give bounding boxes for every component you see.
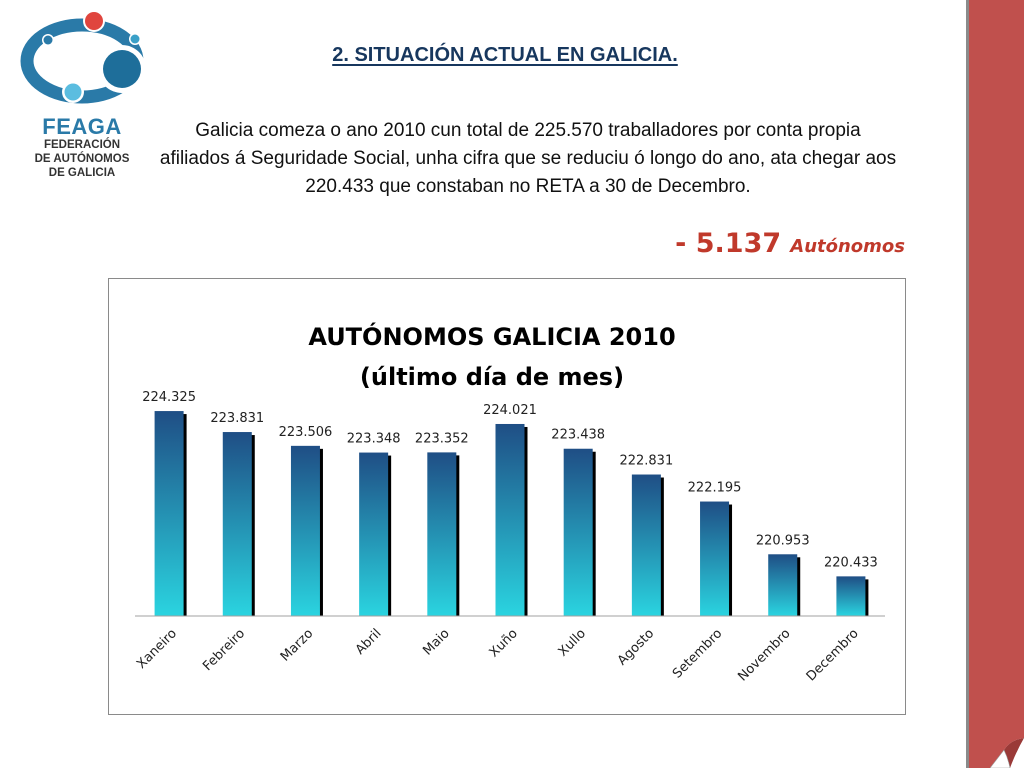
delta-callout: - 5.137 Autónomos — [600, 228, 905, 259]
logo-line-3: DE GALICIA — [48, 167, 116, 179]
chart-title: AUTÓNOMOS GALICIA 2010 — [308, 321, 675, 351]
page-curl-decoration — [990, 738, 1024, 768]
chart-subtitle: (último día de mes) — [360, 363, 624, 391]
x-tick-label: Maio — [420, 626, 452, 658]
slide-title: 2. SITUACIÓN ACTUAL EN GALICIA. — [332, 44, 678, 66]
bar-agosto — [631, 474, 661, 616]
bar-decembro — [836, 576, 866, 616]
bar-chart: AUTÓNOMOS GALICIA 2010 (último día de me… — [134, 321, 885, 684]
data-label: 224.325 — [142, 390, 196, 405]
x-tick-label: Xuño — [487, 626, 521, 660]
x-tick-label: Febreiro — [200, 626, 248, 674]
bar-setembro — [700, 501, 730, 616]
bar-marzo — [290, 445, 320, 616]
logo-line-2: DE AUTÓNOMOS — [34, 153, 130, 165]
x-tick-label: Novembro — [735, 626, 793, 684]
chart-frame: AUTÓNOMOS GALICIA 2010 (último día de me… — [108, 278, 906, 715]
data-label: 222.831 — [619, 454, 673, 469]
bar-novembro — [768, 554, 798, 616]
x-tick-label: Xullo — [556, 626, 589, 659]
data-label: 223.352 — [415, 431, 469, 446]
side-band — [966, 0, 1024, 768]
x-tick-label: Xaneiro — [134, 626, 180, 672]
data-label: 220.433 — [824, 555, 878, 570]
bar-abril — [359, 452, 389, 616]
delta-value: - 5.137 — [675, 228, 782, 259]
x-tick-label: Abril — [353, 626, 385, 658]
x-tick-label: Decembro — [804, 626, 862, 684]
data-label: 222.195 — [688, 481, 742, 496]
delta-unit: Autónomos — [790, 236, 905, 257]
logo-line-1: FEDERACIÓN — [43, 139, 121, 151]
x-tick-label: Marzo — [278, 626, 316, 664]
bar-maio — [427, 452, 457, 616]
intro-paragraph: Galicia comeza o ano 2010 cun total de 2… — [159, 120, 897, 197]
data-label: 224.021 — [483, 403, 537, 418]
logo-name: FEAGA — [42, 114, 122, 139]
feaga-logo — [20, 10, 146, 104]
x-tick-label: Agosto — [615, 626, 657, 668]
bar-febreiro — [222, 432, 252, 616]
bar-xuño — [495, 423, 525, 616]
data-label: 223.831 — [210, 411, 264, 426]
x-tick-label: Setembro — [670, 626, 725, 681]
bar-xaneiro — [154, 411, 184, 616]
data-label: 220.953 — [756, 533, 810, 548]
data-label: 223.438 — [551, 428, 605, 443]
data-label: 223.348 — [347, 432, 401, 447]
bar-xullo — [563, 448, 593, 616]
data-label: 223.506 — [279, 425, 333, 440]
